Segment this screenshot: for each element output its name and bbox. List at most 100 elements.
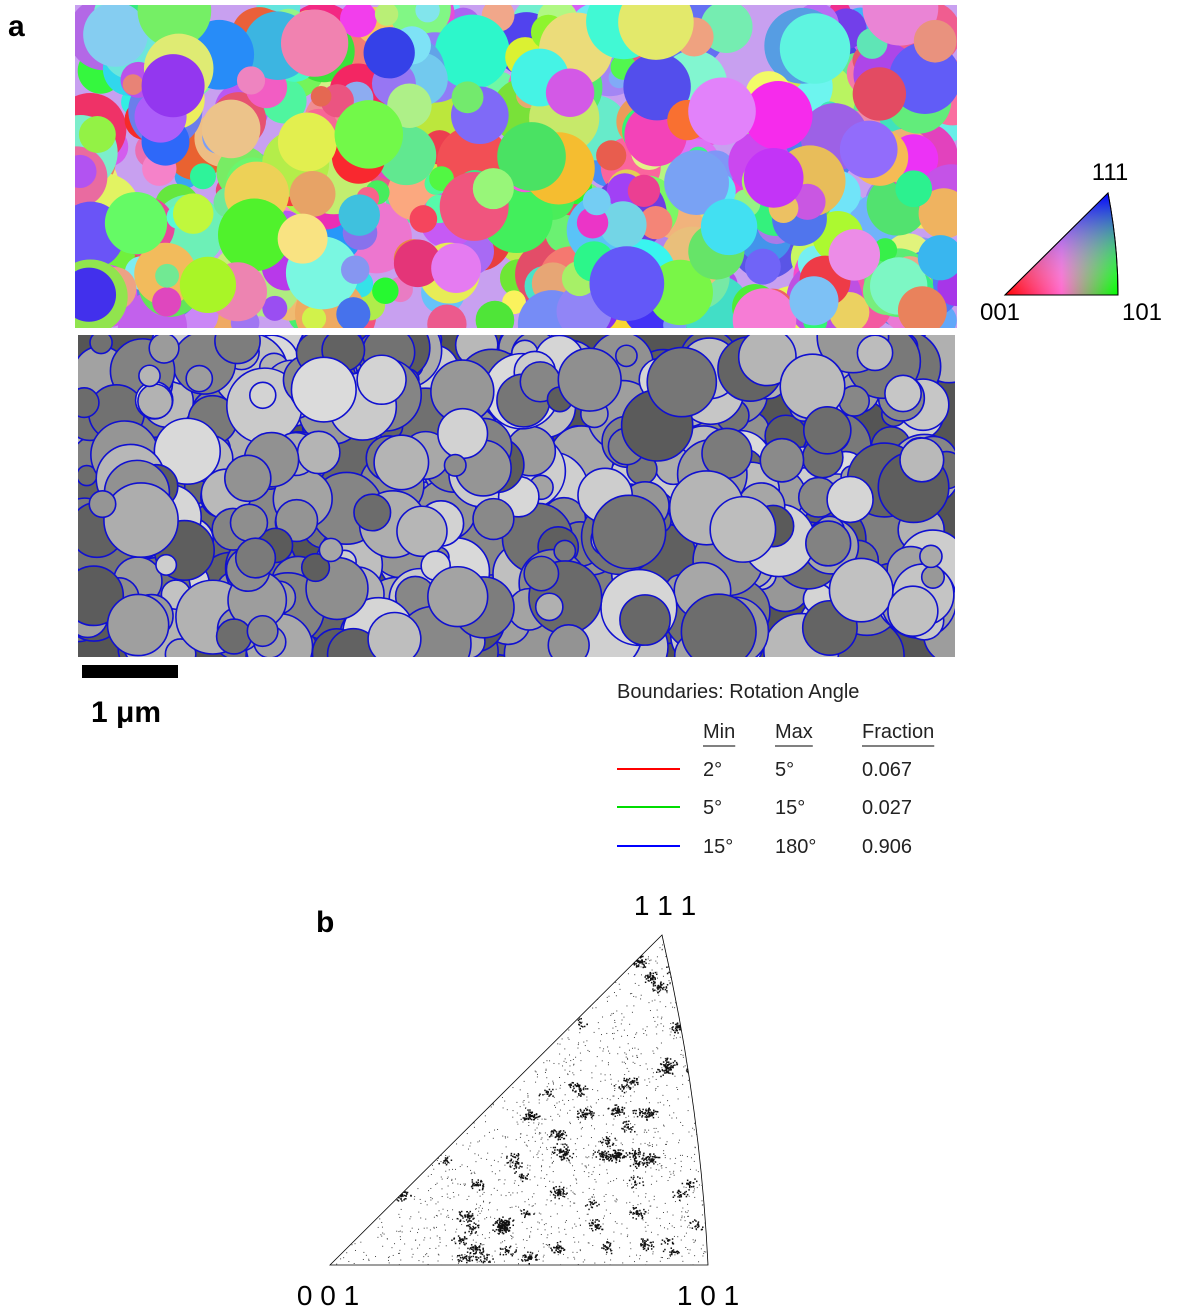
dot <box>617 1108 619 1110</box>
dot <box>642 967 644 969</box>
dot <box>672 1133 673 1134</box>
dot <box>595 1219 597 1221</box>
dot <box>501 1219 503 1221</box>
dot <box>630 993 631 994</box>
dot <box>431 1174 432 1175</box>
dot <box>681 1217 682 1218</box>
dot <box>555 1195 557 1197</box>
dot <box>583 1111 585 1113</box>
dot <box>573 1059 574 1060</box>
dot <box>687 1180 689 1182</box>
dot <box>577 1116 579 1118</box>
dot <box>694 1067 696 1069</box>
dot <box>589 1243 590 1244</box>
dot <box>643 1162 644 1163</box>
dot <box>645 966 647 968</box>
dot <box>611 1160 613 1162</box>
dot <box>653 1072 654 1073</box>
dot <box>486 1259 488 1261</box>
dot <box>475 1252 477 1254</box>
dot <box>560 1044 561 1045</box>
dot <box>494 1188 495 1189</box>
dot <box>530 1231 531 1232</box>
dot <box>602 1060 603 1061</box>
dot <box>546 1147 547 1148</box>
dot <box>602 1142 604 1144</box>
dot <box>518 1259 519 1260</box>
grain <box>250 382 276 408</box>
dot <box>638 1148 640 1150</box>
dot <box>563 1254 564 1255</box>
dot <box>693 1069 695 1071</box>
dot <box>653 983 655 985</box>
dot <box>477 1215 478 1216</box>
dot <box>600 1226 602 1228</box>
dot <box>656 1079 657 1080</box>
dot <box>441 1155 442 1156</box>
dot <box>585 1117 587 1119</box>
dot <box>486 1257 488 1259</box>
dot <box>430 1197 431 1198</box>
dot <box>494 1262 495 1263</box>
dot <box>473 1253 475 1255</box>
dot <box>640 1065 641 1066</box>
dot <box>679 968 681 970</box>
dot <box>536 1154 537 1155</box>
dot <box>448 1177 449 1178</box>
dot <box>700 1063 702 1065</box>
dot <box>563 1138 565 1140</box>
dot <box>673 969 675 971</box>
dot <box>584 1259 585 1260</box>
dot <box>589 1223 591 1225</box>
dot <box>693 1067 695 1069</box>
dot <box>691 940 693 942</box>
dot <box>610 1079 611 1080</box>
dot <box>512 1165 513 1166</box>
dot <box>464 1254 465 1255</box>
dot <box>530 1165 531 1166</box>
dot <box>668 1067 670 1069</box>
dot <box>491 1194 492 1195</box>
dot <box>648 1162 650 1164</box>
dot <box>622 1128 624 1130</box>
dot <box>410 1195 412 1197</box>
dot <box>684 972 686 974</box>
dot <box>552 1120 553 1121</box>
dot <box>490 1217 491 1218</box>
dot <box>648 1145 649 1146</box>
dot <box>654 1128 655 1129</box>
dot <box>680 1155 681 1156</box>
dot <box>652 1253 653 1254</box>
dot <box>501 1230 503 1232</box>
dot <box>682 1022 684 1024</box>
dot <box>459 1248 460 1249</box>
dot <box>586 1167 587 1168</box>
dot <box>565 1234 566 1235</box>
dot <box>389 1256 390 1257</box>
grain <box>914 20 957 63</box>
dot <box>602 1051 603 1052</box>
dot <box>650 1145 651 1146</box>
dot <box>534 1176 535 1177</box>
dot <box>632 1148 633 1149</box>
dot <box>615 1140 616 1141</box>
dot <box>573 1065 574 1066</box>
dot <box>632 1149 634 1151</box>
dot <box>529 1213 531 1215</box>
dot <box>568 1151 570 1153</box>
dot <box>645 1240 647 1242</box>
dot <box>646 1250 648 1252</box>
dot <box>577 1111 579 1113</box>
dot <box>603 1244 605 1246</box>
dot <box>638 1150 640 1152</box>
dot <box>671 1067 673 1069</box>
dot <box>543 1062 544 1063</box>
dot <box>591 1225 593 1227</box>
dot <box>512 1233 513 1234</box>
dot <box>553 1171 554 1172</box>
dot <box>636 1161 638 1163</box>
dot <box>614 1020 615 1021</box>
dot <box>601 1153 603 1155</box>
dot <box>491 1106 492 1107</box>
dot <box>653 1017 654 1018</box>
